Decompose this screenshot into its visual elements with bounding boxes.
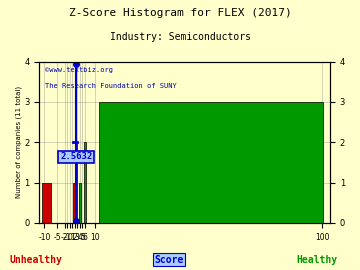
Bar (78, 183, 81, 223)
Text: Healthy: Healthy (296, 255, 337, 265)
Text: Z-Score Histogram for FLEX (2017): Z-Score Histogram for FLEX (2017) (69, 8, 291, 18)
Text: 2.5632: 2.5632 (60, 152, 92, 161)
Text: Score: Score (154, 255, 184, 265)
Bar (42, 183, 51, 223)
Bar (84, 142, 86, 223)
Bar (99, 102, 323, 223)
Bar (73, 183, 75, 223)
Text: ©www.textbiz.org: ©www.textbiz.org (45, 66, 113, 73)
Y-axis label: Number of companies (11 total): Number of companies (11 total) (15, 86, 22, 198)
Bar (75, 142, 77, 223)
Text: Industry: Semiconductors: Industry: Semiconductors (109, 32, 251, 42)
Text: Unhealthy: Unhealthy (10, 255, 62, 265)
Text: The Research Foundation of SUNY: The Research Foundation of SUNY (45, 83, 177, 89)
